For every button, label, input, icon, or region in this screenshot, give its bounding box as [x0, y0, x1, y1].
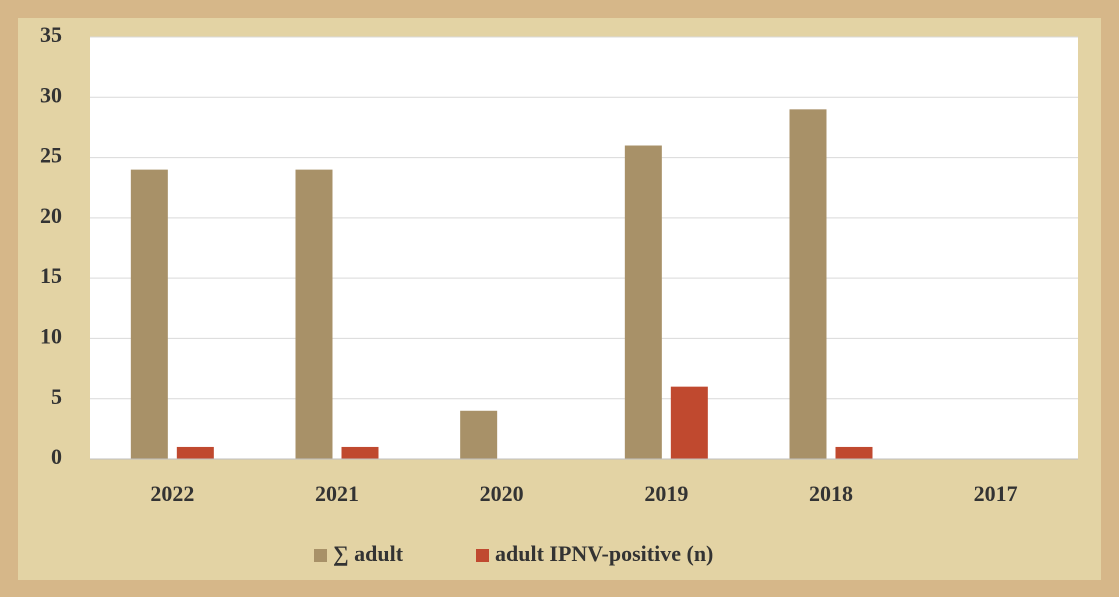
bar	[130, 169, 168, 459]
bar	[670, 386, 708, 459]
x-tick-label: 2022	[150, 481, 194, 506]
y-tick-label: 15	[40, 263, 62, 288]
y-tick-label: 0	[51, 444, 62, 469]
y-tick-label: 20	[40, 203, 62, 228]
legend-swatch	[476, 549, 489, 562]
bar	[460, 410, 498, 459]
bar	[789, 109, 827, 459]
x-tick-label: 2020	[480, 481, 524, 506]
y-tick-label: 5	[51, 384, 62, 409]
y-tick-label: 30	[40, 82, 62, 107]
bar	[341, 446, 379, 459]
x-tick-label: 2018	[809, 481, 853, 506]
y-tick-label: 25	[40, 143, 62, 168]
y-tick-label: 10	[40, 323, 62, 348]
bar	[624, 145, 662, 459]
legend-swatch	[314, 549, 327, 562]
legend-label: ∑ adult	[333, 541, 404, 566]
x-tick-label: 2017	[974, 481, 1018, 506]
plot-area	[90, 37, 1078, 459]
legend-label: adult IPNV-positive (n)	[495, 541, 713, 566]
bar	[176, 446, 214, 459]
y-tick-label: 35	[40, 22, 62, 47]
x-tick-label: 2021	[315, 481, 359, 506]
x-tick-label: 2019	[644, 481, 688, 506]
bar	[295, 169, 333, 459]
bar	[835, 446, 873, 459]
